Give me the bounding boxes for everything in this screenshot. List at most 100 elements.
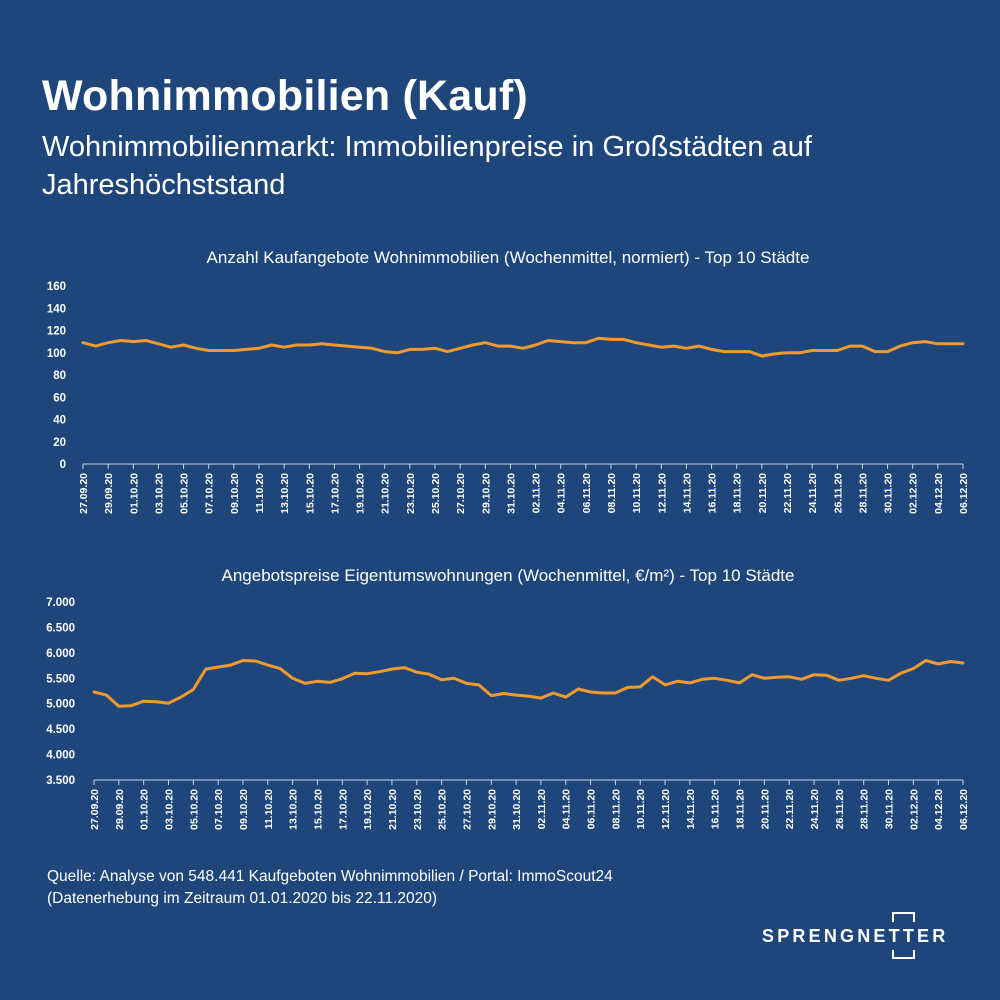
x-tick-label: 07.10.20 [213,789,225,830]
x-tick-label: 02.11.20 [531,473,543,513]
x-tick-label: 22.11.20 [784,789,796,829]
x-tick-label: 29.10.20 [480,473,492,514]
x-tick-label: 03.10.20 [153,473,165,514]
x-tick-label: 04.11.20 [561,789,573,829]
x-tick-label: 06.12.20 [958,473,970,514]
x-tick-label: 14.11.20 [685,789,697,829]
x-tick-label: 13.10.20 [288,789,300,830]
y-tick-label: 40 [53,415,66,427]
y-tick-label: 60 [53,392,66,404]
x-tick-label: 19.10.20 [355,473,367,514]
y-tick-label: 160 [47,281,66,293]
x-tick-label: 17.10.20 [337,789,349,830]
y-tick-label: 7.000 [46,597,75,609]
y-tick-label: 5.000 [46,699,75,711]
x-tick-label: 10.11.20 [635,789,647,829]
x-tick-label: 04.11.20 [556,473,568,513]
x-tick-label: 12.11.20 [656,473,668,513]
y-tick-label: 100 [47,348,66,360]
y-tick-label: 5.500 [46,673,75,685]
source-note: Quelle: Analyse von 548.441 Kaufgeboten … [47,866,613,910]
x-tick-label: 21.10.20 [387,789,399,830]
x-tick-label: 13.10.20 [279,473,291,514]
x-tick-label: 02.12.20 [908,789,920,830]
x-tick-label: 11.10.20 [263,789,275,829]
page-subtitle: Wohnimmobilienmarkt: Immobilienpreise in… [42,131,812,201]
chart-listings: 0 20 40 60 80 100 120 140 160 27.09.20 29.09.20 01.… [47,281,970,514]
x-tick-label: 08.11.20 [610,789,622,829]
y-tick-label: 3.500 [46,775,75,787]
x-tick-label: 18.11.20 [732,473,744,513]
x-tick-label: 24.11.20 [807,473,819,513]
x-tick-label: 05.10.20 [188,789,200,830]
x-tick-label: 27.09.20 [78,473,90,514]
y-tick-label: 120 [47,326,66,338]
y-tick-label: 4.500 [46,724,75,736]
logo-text: SPRENGNETTER [762,926,949,946]
x-tick-label: 25.10.20 [437,789,449,830]
y-tick-label: 80 [53,370,66,382]
x-tick-label: 15.10.20 [312,789,324,830]
x-tick-label: 29.09.20 [114,789,126,830]
x-tick-label: 27.09.20 [89,789,101,830]
x-tick-label: 02.12.20 [908,473,920,514]
x-tick-label: 20.11.20 [759,789,771,829]
x-tick-label: 09.10.20 [229,473,241,514]
y-tick-label: 4.000 [46,750,75,762]
logo-bracket-icon [892,912,915,959]
x-tick-label: 23.10.20 [412,789,424,830]
x-tick-label: 28.11.20 [857,473,869,513]
x-tick-label: 09.10.20 [238,789,250,830]
x-tick-label: 31.10.20 [511,789,523,830]
x-tick-label: 14.11.20 [681,473,693,513]
x-tick-label: 08.11.20 [606,473,618,513]
x-tick-label: 30.11.20 [884,789,896,829]
x-tick-label: 24.11.20 [809,789,821,829]
x-tick-label: 04.12.20 [933,789,945,830]
chart-title-listings: Anzahl Kaufangebote Wohnimmobilien (Woch… [206,248,810,267]
series-line [92,659,965,708]
x-tick-label: 20.11.20 [757,473,769,513]
x-tick-label: 26.11.20 [832,473,844,513]
x-tick-label: 12.11.20 [660,789,672,829]
x-tick-label: 16.11.20 [707,473,719,513]
x-tick-label: 01.10.20 [139,789,151,830]
x-tick-label: 27.10.20 [461,789,473,830]
source-line-2: (Datenerhebung im Zeitraum 01.01.2020 bi… [47,890,438,907]
source-line-1: Quelle: Analyse von 548.441 Kaufgeboten … [47,868,613,885]
x-tick-label: 15.10.20 [304,473,316,514]
x-tick-label: 29.09.20 [103,473,115,514]
x-tick-label: 11.10.20 [254,473,266,513]
x-tick-label: 07.10.20 [204,473,216,514]
x-tick-label: 17.10.20 [329,473,341,514]
y-tick-label: 140 [47,303,66,315]
x-tick-label: 06.12.20 [958,789,970,830]
y-tick-label: 20 [53,437,66,449]
x-tick-label: 23.10.20 [405,473,417,514]
x-tick-label: 22.11.20 [782,473,794,513]
x-tick-label: 19.10.20 [362,789,374,830]
x-tick-label: 30.11.20 [883,473,895,513]
x-tick-label: 31.10.20 [505,473,517,514]
page-title: Wohnimmobilien (Kauf) [42,72,528,120]
x-tick-label: 16.11.20 [710,789,722,829]
x-tick-label: 03.10.20 [163,789,175,830]
x-tick-label: 26.11.20 [834,789,846,829]
x-tick-label: 10.11.20 [631,473,643,513]
x-tick-label: 27.10.20 [455,473,467,514]
x-tick-label: 02.11.20 [536,789,548,829]
x-tick-label: 28.11.20 [859,789,871,829]
x-tick-label: 25.10.20 [430,473,442,514]
x-tick-label: 05.10.20 [179,473,191,514]
y-tick-label: 0 [60,459,66,471]
y-tick-label: 6.000 [46,648,75,660]
x-tick-label: 21.10.20 [380,473,392,514]
x-tick-label: 04.12.20 [933,473,945,514]
chart-prices: 3.500 4.000 4.500 5.000 5.500 6.000 6.500 7.000… [46,597,970,830]
y-tick-label: 6.500 [46,622,75,634]
x-tick-label: 01.10.20 [128,473,140,514]
x-tick-label: 06.11.20 [586,789,598,829]
x-tick-label: 18.11.20 [735,789,747,829]
sprengnetter-logo: SPRENGNETTER [762,910,962,960]
chart-title-prices: Angebotspreise Eigentumswohnungen (Woche… [221,566,795,585]
